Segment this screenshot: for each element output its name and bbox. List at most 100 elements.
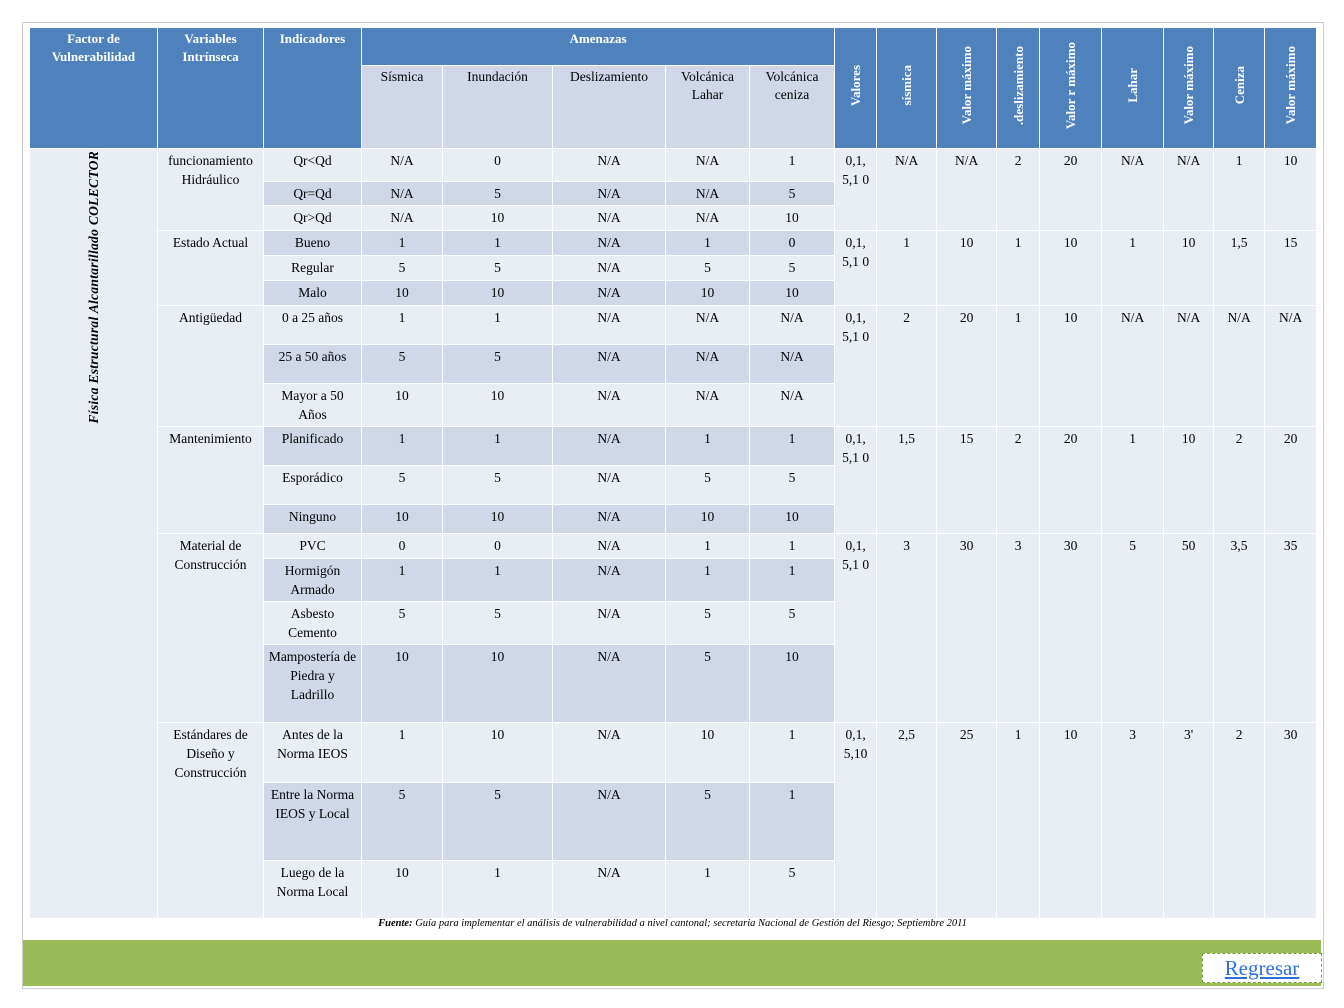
max-value-cell: 2 xyxy=(996,426,1041,534)
threat-value-cell: 5 xyxy=(442,601,553,645)
table-row: Asbesto Cemento 5 5 N/A 5 5 xyxy=(30,601,1317,645)
threat-value-cell: N/A xyxy=(748,383,836,427)
max-value-cell: 10 xyxy=(1039,230,1103,306)
threat-value-cell: 5 xyxy=(748,601,836,645)
max-value-cell: 50 xyxy=(1163,533,1215,723)
indicator-cell: Qr<Qd xyxy=(263,148,362,182)
threat-value-cell: 1 xyxy=(748,558,836,602)
max-value-cell: 10 xyxy=(1039,305,1103,427)
table-row: Hormigón Armado 1 1 N/A 1 1 xyxy=(30,558,1317,602)
valores-cell: 0,1, 5,1 0 xyxy=(834,533,878,723)
max-value-cell: N/A xyxy=(1101,148,1165,231)
max-value-cell: N/A xyxy=(1213,305,1266,427)
threat-value-cell: N/A xyxy=(748,344,836,384)
threat-value-cell: N/A xyxy=(552,782,666,861)
threat-value-cell: 10 xyxy=(442,504,553,534)
variable-cell: Antigüedad xyxy=(157,305,264,427)
indicator-cell: Esporádico xyxy=(263,465,362,505)
threat-value-cell: N/A xyxy=(665,181,750,206)
max-value-cell: 3 xyxy=(996,533,1041,723)
max-value-cell: 10 xyxy=(1163,426,1215,534)
subheader-deslizamiento: Deslizamiento xyxy=(552,65,666,149)
threat-value-cell: 10 xyxy=(748,644,836,723)
threat-value-cell: 5 xyxy=(748,255,836,281)
threat-value-cell: N/A xyxy=(665,383,750,427)
max-value-cell: 20 xyxy=(1039,426,1103,534)
threat-value-cell: N/A xyxy=(552,230,666,256)
threat-value-cell: 10 xyxy=(665,722,750,783)
source-text: Guía para implementar el análisis de vul… xyxy=(415,918,967,929)
threat-value-cell: 5 xyxy=(748,465,836,505)
threat-value-cell: 5 xyxy=(748,860,836,919)
threat-value-cell: N/A xyxy=(552,860,666,919)
indicator-cell: Qr>Qd xyxy=(263,205,362,231)
threat-value-cell: N/A xyxy=(361,205,443,231)
threat-value-cell: N/A xyxy=(552,255,666,281)
table-body: Física Estructural Alcantarillado COLECT… xyxy=(29,148,1318,919)
threat-value-cell: 1 xyxy=(361,305,443,345)
threat-value-cell: N/A xyxy=(552,533,666,559)
threat-value-cell: 5 xyxy=(665,255,750,281)
indicator-cell: Mayor a 50 Años xyxy=(263,383,362,427)
indicator-cell: Mampostería de Piedra y Ladrillo xyxy=(263,644,362,723)
header-amenazas: Amenazas xyxy=(360,27,836,66)
threat-value-cell: 1 xyxy=(442,305,553,345)
table-row: Luego de la Norma Local 10 1 N/A 1 5 xyxy=(30,860,1317,919)
threat-value-cell: N/A xyxy=(552,148,666,182)
max-value-cell: N/A xyxy=(1264,305,1318,427)
indicator-cell: Asbesto Cemento xyxy=(263,601,362,645)
valores-cell: 0,1, 5,1 0 xyxy=(834,305,878,427)
threat-value-cell: 5 xyxy=(442,181,553,206)
max-value-cell: 3 xyxy=(1101,722,1165,919)
factor-label: Física Estructural Alcantarillado COLECT… xyxy=(86,151,101,424)
max-value-cell: 10 xyxy=(936,230,998,306)
max-value-cell: 2 xyxy=(1213,426,1266,534)
threat-value-cell: 1 xyxy=(361,558,443,602)
header-valor-maximo-deslizamiento: Valor r máximo xyxy=(1039,27,1103,149)
max-value-cell: N/A xyxy=(1101,305,1165,427)
threat-value-cell: N/A xyxy=(748,305,836,345)
threat-value-cell: 5 xyxy=(361,255,443,281)
vulnerability-table: Factor de Vulnerabilidad Variables Intrí… xyxy=(29,27,1318,919)
header-factor: Factor de Vulnerabilidad xyxy=(29,27,158,149)
threat-value-cell: 1 xyxy=(748,148,836,182)
max-value-cell: 5 xyxy=(1101,533,1165,723)
threat-value-cell: N/A xyxy=(552,205,666,231)
threat-value-cell: 0 xyxy=(361,533,443,559)
valores-cell: 0,1, 5,1 0 xyxy=(834,148,878,231)
valores-cell: 0,1, 5,1 0 xyxy=(834,230,878,306)
table-row: Qr=Qd N/A 5 N/A N/A 5 xyxy=(30,181,1317,206)
footer-bar xyxy=(23,940,1321,986)
threat-value-cell: N/A xyxy=(552,280,666,306)
max-value-cell: 10 xyxy=(1163,230,1215,306)
back-button[interactable]: Regresar xyxy=(1202,953,1322,983)
header-variables: Variables Intrínseca xyxy=(157,27,264,149)
threat-value-cell: 1 xyxy=(748,722,836,783)
max-value-cell: 2 xyxy=(996,148,1041,231)
subheader-inundacion: Inundación xyxy=(442,65,553,149)
max-value-cell: 15 xyxy=(936,426,998,534)
max-value-cell: 30 xyxy=(936,533,998,723)
indicator-cell: PVC xyxy=(263,533,362,559)
max-value-cell: 3' xyxy=(1163,722,1215,919)
header-valor-maximo-lahar: Valor máximo xyxy=(1163,27,1215,149)
indicator-cell: Regular xyxy=(263,255,362,281)
threat-value-cell: N/A xyxy=(665,205,750,231)
max-value-cell: 35 xyxy=(1264,533,1318,723)
threat-value-cell: 1 xyxy=(665,860,750,919)
threat-value-cell: N/A xyxy=(552,722,666,783)
threat-value-cell: 10 xyxy=(361,860,443,919)
max-value-cell: 1 xyxy=(996,305,1041,427)
header-deslizamiento: .deslizamiento xyxy=(996,27,1041,149)
indicator-cell: 25 a 50 años xyxy=(263,344,362,384)
threat-value-cell: 10 xyxy=(361,644,443,723)
threat-value-cell: 10 xyxy=(442,280,553,306)
threat-value-cell: 10 xyxy=(361,504,443,534)
max-value-cell: 15 xyxy=(1264,230,1318,306)
valores-cell: 0,1, 5,10 xyxy=(834,722,878,919)
indicator-cell: Antes de la Norma IEOS xyxy=(263,722,362,783)
max-value-cell: 3,5 xyxy=(1213,533,1266,723)
threat-value-cell: 10 xyxy=(665,504,750,534)
table-row: Mantenimiento Planificado 1 1 N/A 1 1 0,1, 5,1 … xyxy=(30,426,1318,534)
threat-value-cell: N/A xyxy=(552,558,666,602)
